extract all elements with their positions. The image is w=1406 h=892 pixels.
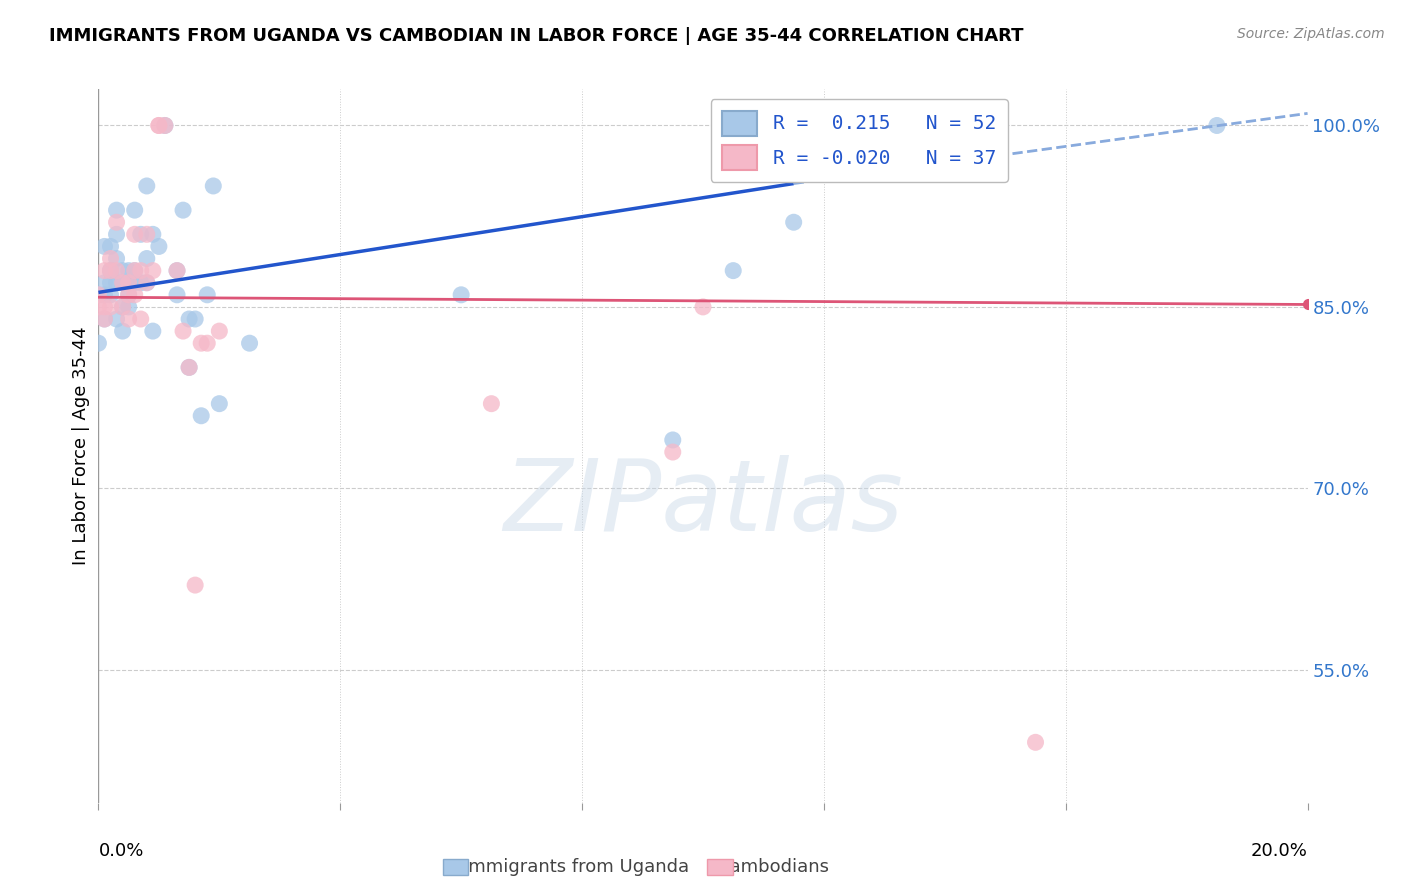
- Point: [100, 288, 122, 302]
- Point: [195, 336, 218, 351]
- Point: [118, 312, 141, 326]
- Text: Source: ZipAtlas.com: Source: ZipAtlas.com: [1237, 27, 1385, 41]
- Point: [129, 312, 152, 326]
- Legend: R =  0.215   N = 52, R = -0.020   N = 37: R = 0.215 N = 52, R = -0.020 N = 37: [710, 99, 1008, 182]
- Text: Cambodians: Cambodians: [717, 858, 830, 876]
- Point: [87, 288, 110, 302]
- Point: [124, 288, 146, 302]
- Point: [105, 312, 128, 326]
- Text: ZIPatlas: ZIPatlas: [503, 455, 903, 551]
- Point: [166, 263, 188, 277]
- Point: [93, 300, 115, 314]
- Point: [124, 227, 146, 242]
- Point: [124, 263, 146, 277]
- Point: [129, 227, 152, 242]
- Point: [142, 263, 165, 277]
- Point: [153, 119, 176, 133]
- Point: [93, 312, 115, 326]
- Point: [661, 433, 683, 447]
- Point: [111, 324, 134, 338]
- Point: [782, 215, 804, 229]
- Point: [135, 276, 157, 290]
- Point: [100, 276, 122, 290]
- Point: [105, 263, 128, 277]
- Point: [239, 336, 262, 351]
- Point: [177, 360, 201, 375]
- Point: [87, 336, 110, 351]
- Point: [93, 288, 115, 302]
- Point: [1024, 735, 1046, 749]
- Point: [111, 300, 134, 314]
- Point: [100, 252, 122, 266]
- Point: [118, 276, 141, 290]
- Point: [177, 360, 201, 375]
- Point: [111, 263, 134, 277]
- Point: [195, 288, 218, 302]
- Point: [142, 324, 165, 338]
- Point: [190, 409, 212, 423]
- Point: [692, 300, 714, 314]
- Point: [105, 252, 128, 266]
- Text: 0.0%: 0.0%: [98, 842, 143, 860]
- Point: [481, 397, 503, 411]
- Point: [208, 324, 231, 338]
- Point: [100, 263, 122, 277]
- Point: [661, 445, 683, 459]
- Point: [184, 312, 207, 326]
- Point: [135, 178, 157, 193]
- Point: [105, 203, 128, 218]
- Point: [100, 239, 122, 253]
- Point: [450, 288, 472, 302]
- Point: [118, 276, 141, 290]
- Point: [111, 276, 134, 290]
- Point: [148, 119, 170, 133]
- Point: [148, 239, 170, 253]
- Point: [148, 119, 170, 133]
- Y-axis label: In Labor Force | Age 35-44: In Labor Force | Age 35-44: [72, 326, 90, 566]
- Point: [124, 276, 146, 290]
- Point: [1206, 119, 1229, 133]
- Point: [118, 300, 141, 314]
- Point: [118, 288, 141, 302]
- Text: IMMIGRANTS FROM UGANDA VS CAMBODIAN IN LABOR FORCE | AGE 35-44 CORRELATION CHART: IMMIGRANTS FROM UGANDA VS CAMBODIAN IN L…: [49, 27, 1024, 45]
- Point: [172, 324, 194, 338]
- Point: [93, 239, 115, 253]
- Point: [105, 215, 128, 229]
- Point: [124, 203, 146, 218]
- Point: [721, 263, 744, 277]
- Point: [118, 288, 141, 302]
- Point: [87, 288, 110, 302]
- Point: [202, 178, 225, 193]
- Point: [135, 276, 157, 290]
- Point: [105, 227, 128, 242]
- Point: [142, 227, 165, 242]
- Point: [100, 263, 122, 277]
- Point: [105, 276, 128, 290]
- Point: [129, 263, 152, 277]
- Point: [87, 300, 110, 314]
- Point: [190, 336, 212, 351]
- Point: [124, 263, 146, 277]
- Point: [135, 227, 157, 242]
- Point: [135, 252, 157, 266]
- Point: [129, 276, 152, 290]
- Point: [93, 263, 115, 277]
- Text: 20.0%: 20.0%: [1251, 842, 1308, 860]
- Point: [166, 263, 188, 277]
- Point: [184, 578, 207, 592]
- Point: [93, 312, 115, 326]
- Point: [118, 263, 141, 277]
- Point: [172, 203, 194, 218]
- Point: [100, 300, 122, 314]
- Point: [100, 263, 122, 277]
- Point: [166, 288, 188, 302]
- Point: [177, 312, 201, 326]
- Text: Immigrants from Uganda: Immigrants from Uganda: [463, 858, 689, 876]
- Point: [153, 119, 176, 133]
- Point: [111, 300, 134, 314]
- Point: [111, 276, 134, 290]
- Point: [93, 276, 115, 290]
- Point: [208, 397, 231, 411]
